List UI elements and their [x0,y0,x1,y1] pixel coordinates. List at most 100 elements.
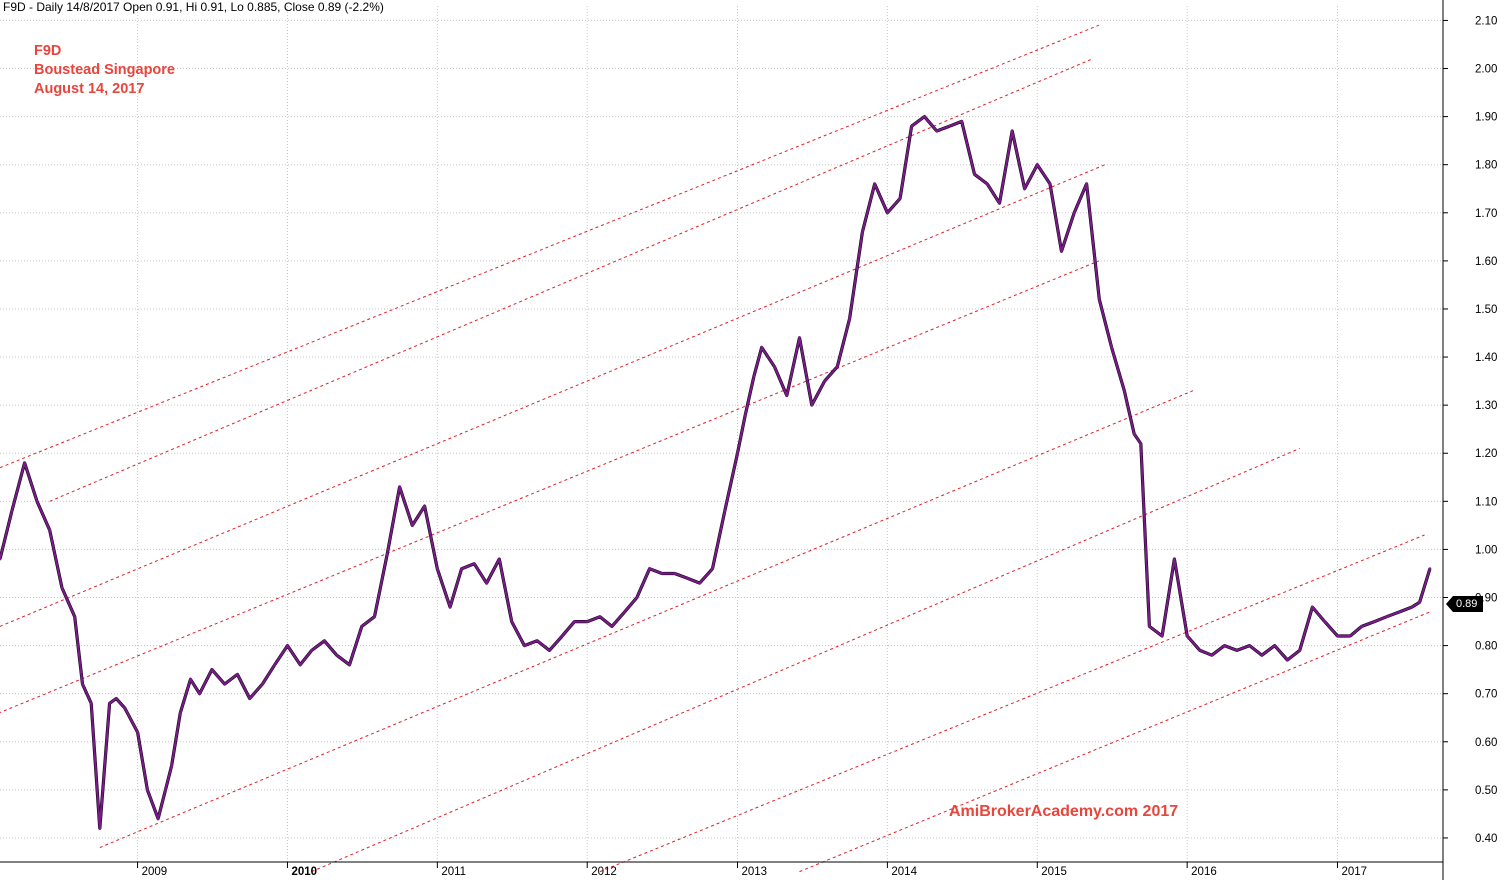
price-point [235,673,239,676]
price-point [485,581,489,585]
price-point [948,124,951,128]
price-point [873,182,877,186]
y-tick-label: 0.60 [1475,737,1497,749]
price-point [98,826,102,830]
price-point [35,499,39,503]
price-point [1097,297,1101,301]
y-axis-ticks: 0.400.500.600.700.800.901.001.101.201.30… [1443,15,1497,845]
price-point [760,346,764,349]
y-tick-label: 0.80 [1475,641,1497,653]
channel-line-4 [0,260,1100,714]
price-point [156,817,160,821]
price-point [164,788,167,792]
price-point [323,639,326,643]
y-tick-label: 1.40 [1475,352,1497,364]
price-point [1323,620,1327,623]
price-point [1360,624,1364,628]
price-series [0,114,1432,830]
price-point [373,615,376,619]
price-line-outline [0,114,1432,830]
axes [0,0,1444,880]
price-point [1160,634,1164,638]
price-point [548,649,551,652]
price-point [752,374,756,378]
y-tick-label: 0.40 [1475,833,1497,845]
price-point [1398,610,1401,614]
price-point [573,620,576,623]
price-point [1311,605,1314,609]
price-point [885,211,889,215]
price-point [1373,620,1376,623]
price-point [985,182,989,186]
channel-line-6 [311,447,1300,873]
price-point [623,610,626,614]
price-point [1060,249,1063,253]
price-point [460,567,463,571]
y-tick-label: 1.90 [1475,112,1497,124]
price-point [1385,615,1389,619]
price-point [960,120,964,123]
price-point [178,711,182,715]
price-point [210,668,214,672]
y-tick-label: 1.20 [1475,448,1497,460]
price-point [114,697,118,700]
x-axis-ticks: 2009 2010 2011 2012 2013 2014 2015 2016 2017 [137,862,1367,878]
grid-lines [0,6,1443,862]
channel-line-3 [0,164,1106,627]
price-point [1185,634,1189,638]
price-point [136,730,139,734]
price-point [1336,634,1339,638]
price-point [510,620,514,623]
price-point [860,230,864,234]
price-point [1273,644,1277,647]
channel-line-2 [49,58,1093,502]
price-point [535,639,539,643]
chart-header: F9D - Daily 14/8/2017 Open 0.91, Hi 0.91… [3,0,384,14]
price-point [123,706,127,710]
price-point [910,124,914,128]
price-point [1418,600,1421,604]
y-tick-label: 1.60 [1475,256,1497,268]
price-point [835,365,839,369]
x-tick-label: 2009 [142,866,168,878]
price-point [385,552,389,556]
price-point [89,701,93,705]
price-point [1048,182,1052,186]
price-point [1132,432,1136,436]
price-point [1248,644,1251,647]
y-tick-label: 2.10 [1475,15,1497,27]
price-point [73,615,77,619]
price-point [60,586,64,590]
price-point [1428,567,1432,571]
price-point [1122,389,1126,393]
y-tick-label: 1.50 [1475,304,1497,316]
price-point [736,451,739,455]
watermark: AmiBrokerAcademy.com 2017 [949,803,1179,820]
chart-overlay-title: F9D Boustead Singapore August 14, 2017 [34,42,175,99]
x-tick-label: 2011 [441,866,466,878]
price-point [698,581,702,585]
trend-channel-lines [0,24,1431,873]
price-point [1235,649,1239,652]
price-point [1298,649,1302,652]
price-point [23,461,27,465]
price-point [743,413,747,417]
price-point [310,649,314,652]
x-tick-label: 2017 [1341,866,1367,878]
date-label: August 14, 2017 [34,81,145,97]
price-point [198,692,201,696]
price-point [610,624,614,628]
price-point [1260,653,1264,657]
y-tick-label: 1.30 [1475,400,1497,412]
price-point [348,663,351,667]
price-point [146,788,149,792]
x-tick-label: 2016 [1191,866,1217,878]
price-point [686,576,689,580]
price-point [448,605,452,609]
price-point [660,572,664,575]
price-point [298,663,302,667]
price-point [823,379,826,383]
price-point [189,677,192,681]
price-point [0,557,2,561]
